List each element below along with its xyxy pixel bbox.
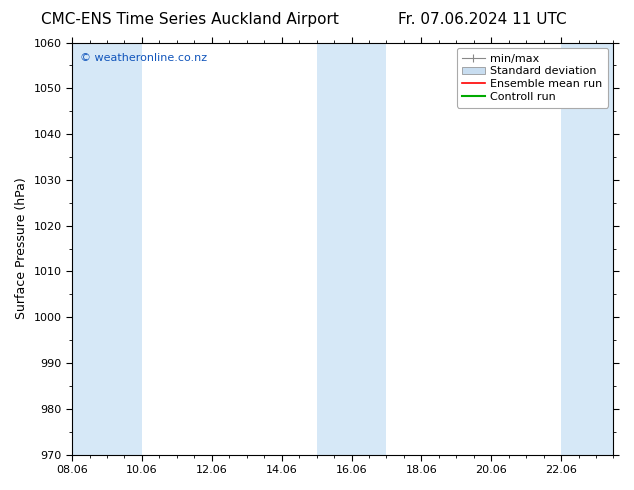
Text: CMC-ENS Time Series Auckland Airport: CMC-ENS Time Series Auckland Airport [41,12,339,27]
Legend: min/max, Standard deviation, Ensemble mean run, Controll run: min/max, Standard deviation, Ensemble me… [456,48,608,108]
Text: © weatheronline.co.nz: © weatheronline.co.nz [81,53,207,63]
Y-axis label: Surface Pressure (hPa): Surface Pressure (hPa) [15,178,28,319]
Text: Fr. 07.06.2024 11 UTC: Fr. 07.06.2024 11 UTC [398,12,566,27]
Bar [316,43,387,455]
Bar [72,43,142,455]
Bar [561,43,614,455]
